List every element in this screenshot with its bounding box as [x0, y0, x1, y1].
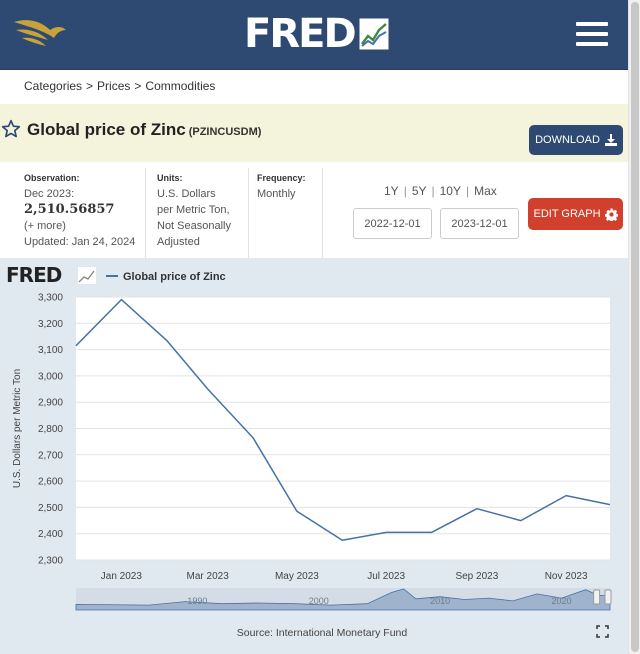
navigator-handle-right — [604, 589, 612, 605]
gear-icon — [604, 208, 618, 221]
series-title-text: Global price of Zinc — [27, 120, 186, 139]
range-selector: 1Y | 5Y | 10Y | Max — [384, 184, 497, 198]
y-tick-label: 2,900 — [38, 398, 63, 409]
y-tick-label: 2,500 — [38, 503, 63, 514]
line-chart: 2,300 2,400 2,500 2,600 2,700 2,800 2,900 3,000… — [6, 263, 612, 639]
fred-chart-logo-mark — [78, 270, 95, 283]
series-title: Global price of Zinc (PZINCUSDM) — [27, 120, 261, 140]
fred-logo-chart-icon — [359, 18, 389, 50]
breadcrumb-separator: > — [86, 79, 94, 93]
chart-container: 2,300 2,400 2,500 2,600 2,700 2,800 2,900 3,000… — [0, 258, 628, 654]
navigator-label: 2010 — [430, 596, 450, 606]
breadcrumb-categories[interactable]: Categories — [24, 79, 83, 93]
units-line: per Metric Ton, — [157, 204, 230, 216]
frequency-block: Frequency: Monthly — [257, 170, 306, 202]
series-id: (PZINCUSDM) — [188, 126, 262, 138]
navigator-label: 1990 — [187, 596, 207, 606]
divider — [248, 168, 249, 258]
y-tick-label: 2,400 — [38, 529, 63, 540]
end-date-input[interactable]: 2023-12-01 — [440, 208, 519, 239]
star-icon[interactable] — [1, 119, 21, 139]
breadcrumb: Categories > Prices > Commodities — [24, 79, 215, 93]
download-icon — [604, 134, 617, 146]
units-label: Units: — [157, 173, 183, 183]
y-tick-label: 3,300 — [38, 293, 63, 304]
top-navbar: FRED — [0, 0, 640, 70]
range-10y[interactable]: 10Y — [439, 184, 461, 198]
y-tick-label: 3,100 — [38, 345, 63, 356]
y-tick-label: 2,300 — [38, 556, 63, 567]
navigator-area — [75, 588, 611, 611]
x-tick-label: Sep 2023 — [455, 571, 498, 582]
download-button[interactable]: DOWNLOAD — [529, 125, 623, 155]
units-line: Adjusted — [157, 236, 200, 248]
range-separator: | — [403, 184, 407, 198]
legend-label: Global price of Zinc — [123, 271, 226, 283]
range-separator: | — [465, 184, 470, 198]
observation-block: Observation: Dec 2023: 2,510.56857 (+ mo… — [24, 170, 135, 250]
x-tick-label: Mar 2023 — [187, 571, 230, 582]
y-axis-label: U.S. Dollars per Metric Ton — [12, 369, 23, 488]
hamburger-menu-icon[interactable] — [576, 22, 608, 48]
y-tick-label: 2,800 — [38, 424, 63, 435]
fullscreen-icon[interactable] — [596, 625, 609, 638]
y-tick-label: 2,700 — [38, 450, 63, 461]
navigator-handle-left — [593, 589, 601, 605]
y-tick-label: 3,000 — [38, 371, 63, 382]
edit-graph-button[interactable]: EDIT GRAPH — [528, 198, 623, 230]
x-tick-label: Nov 2023 — [545, 571, 588, 582]
x-tick-label: Jul 2023 — [367, 571, 405, 582]
navigator-label: 2020 — [551, 596, 571, 606]
start-date-input[interactable]: 2022-12-01 — [353, 208, 432, 239]
navigator-label: 2000 — [309, 596, 329, 606]
source-text: Source: International Monetary Fund — [237, 627, 408, 639]
edit-graph-label: EDIT GRAPH — [533, 208, 601, 220]
download-label: DOWNLOAD — [535, 134, 600, 146]
breadcrumb-separator: > — [134, 79, 142, 93]
updated-date: Updated: Jan 24, 2024 — [24, 236, 136, 248]
units-line: U.S. Dollars — [157, 188, 216, 200]
observation-value: 2,510.56857 — [24, 202, 115, 217]
fred-chart-logo: FRED — [6, 263, 62, 287]
range-1y[interactable]: 1Y — [384, 184, 399, 198]
series-title-bar: Global price of Zinc (PZINCUSDM) DOWNLOAD — [0, 104, 628, 162]
fred-chart-logo-box — [78, 267, 96, 284]
divider — [322, 168, 323, 258]
observation-label: Observation: — [24, 173, 80, 183]
fred-logo-text: FRED — [244, 11, 357, 57]
eagle-logo-icon[interactable] — [12, 16, 68, 50]
range-5y[interactable]: 5Y — [411, 184, 427, 198]
fred-logo[interactable]: FRED — [244, 14, 389, 54]
observation-date: Dec 2023: — [24, 188, 75, 200]
divider — [145, 168, 146, 258]
range-separator: | — [431, 184, 435, 198]
range-max[interactable]: Max — [474, 184, 497, 198]
x-tick-label: Jan 2023 — [101, 571, 143, 582]
breadcrumb-commodities[interactable]: Commodities — [145, 79, 216, 93]
units-block: Units: U.S. Dollars per Metric Ton, Not … — [157, 170, 231, 250]
frequency-value: Monthly — [257, 188, 296, 200]
x-tick-label: May 2023 — [275, 571, 319, 582]
more-link[interactable]: (+ more) — [24, 220, 66, 232]
units-line: Not Seasonally — [157, 220, 231, 232]
y-tick-label: 3,200 — [38, 319, 63, 330]
y-tick-label: 2,600 — [38, 477, 63, 488]
page-scrollbar[interactable] — [628, 0, 640, 654]
breadcrumb-prices[interactable]: Prices — [97, 79, 131, 93]
frequency-label: Frequency: — [257, 173, 306, 183]
scrollbar-thumb[interactable] — [631, 2, 639, 652]
